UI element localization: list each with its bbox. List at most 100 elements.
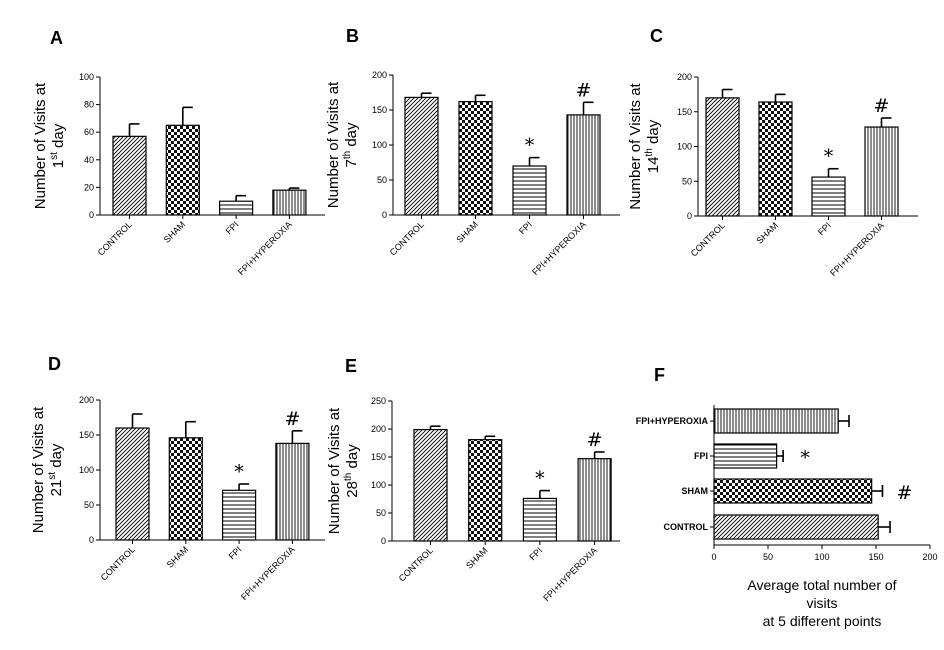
panel-B: B 0 50 100 150 200 Number of Visits at7th day C…: [325, 26, 620, 277]
x-axis-label: Average total number of: [747, 577, 896, 593]
panel-letter: B: [346, 26, 359, 46]
y-tick-label: 100: [677, 142, 692, 152]
x-tick-label: 150: [868, 552, 883, 562]
bar-fpi-hyperoxia: [864, 126, 899, 217]
category-label: FPI+HYPEROXIA: [636, 416, 709, 426]
y-tick-label: 200: [371, 424, 386, 434]
y-tick-label: 200: [79, 395, 94, 405]
category-label: CONTROL: [664, 522, 709, 532]
category-label: FPI: [527, 545, 544, 562]
x-tick-label: 200: [922, 552, 937, 562]
category-label: SHAM: [682, 486, 709, 496]
bar-fpi-hyperoxia: [272, 189, 307, 216]
bar-control: [112, 135, 147, 216]
category-label: CONTROL: [99, 544, 137, 582]
category-label: SHAM: [454, 219, 479, 244]
category-label: FPI+HYPEROXIA: [239, 544, 297, 602]
bar-sham: [468, 439, 503, 542]
y-tick-label: 150: [79, 430, 94, 440]
x-tick-label: 50: [763, 552, 773, 562]
category-label: FPI+HYPEROXIA: [236, 219, 294, 277]
panel-letter: C: [650, 26, 663, 46]
panel-letter: D: [48, 354, 61, 374]
y-tick-label: 250: [371, 396, 386, 406]
significance-marker: *: [800, 447, 810, 469]
bar-control: [404, 96, 439, 216]
panel-C: C 0 50 100 150 200 Number of Visits at14th day…: [627, 26, 918, 278]
bar-sham: [168, 437, 203, 541]
significance-marker: #: [587, 429, 603, 451]
significance-marker: *: [824, 146, 834, 168]
significance-marker: *: [525, 135, 535, 157]
bar-sham: [458, 100, 493, 216]
category-label: CONTROL: [388, 219, 426, 257]
y-tick-label: 0: [382, 210, 387, 220]
bar-control: [115, 427, 150, 541]
x-axis-label: at 5 different points: [763, 613, 882, 629]
category-label: FPI: [517, 219, 534, 236]
y-tick-label: 150: [371, 452, 386, 462]
y-tick-label: 200: [677, 72, 692, 82]
panel-letter: F: [654, 365, 665, 385]
bar-sham: [713, 478, 873, 504]
category-label: SHAM: [464, 545, 489, 570]
y-tick-label: 50: [84, 500, 94, 510]
bar-fpi: [713, 443, 778, 469]
y-tick-label: 100: [372, 140, 387, 150]
y-tick-label: 200: [372, 70, 387, 80]
bar-fpi-hyperoxia: [713, 408, 839, 434]
significance-marker: *: [234, 461, 244, 483]
bar-control: [413, 428, 448, 542]
y-tick-label: 0: [381, 536, 386, 546]
bar-fpi: [522, 497, 558, 542]
y-axis-label: Number of Visits at21st day: [30, 406, 65, 533]
bar-sham: [758, 101, 793, 217]
bar-fpi-hyperoxia: [577, 458, 612, 542]
y-axis-label: Number of Visits at7th day: [325, 81, 360, 208]
y-tick-label: 50: [682, 176, 692, 186]
bar-fpi-hyperoxia: [275, 442, 310, 541]
panel-F: F 0 50 100 150 200 FPI+HYPEROXIA FPI * SHAM # CONTR…: [636, 365, 938, 629]
category-label: SHAM: [162, 219, 187, 244]
category-label: FPI+HYPEROXIA: [530, 219, 588, 277]
y-axis-label: Number of Visits at28th day: [326, 407, 361, 534]
y-tick-label: 0: [89, 210, 94, 220]
bar-fpi: [512, 165, 547, 216]
y-tick-label: 0: [89, 535, 94, 545]
bar-control: [705, 97, 740, 217]
category-label: FPI: [227, 544, 244, 561]
category-label: SHAM: [754, 220, 779, 245]
y-tick-label: 100: [371, 480, 386, 490]
bar-fpi: [811, 176, 846, 217]
x-axis-label: visits: [806, 595, 837, 611]
x-tick-label: 100: [814, 552, 829, 562]
significance-marker: #: [576, 79, 592, 101]
significance-marker: *: [535, 468, 545, 490]
category-label: FPI+HYPEROXIA: [541, 545, 599, 603]
y-axis-label: Number of Visits at14th day: [627, 82, 662, 209]
category-label: CONTROL: [397, 545, 435, 583]
x-tick-label: 0: [711, 552, 716, 562]
bar-fpi: [222, 489, 257, 541]
panel-E: E 0 50 100 150 200 250 Number of Visits at28th …: [326, 356, 620, 603]
y-tick-label: 40: [84, 155, 94, 165]
panel-A: A 0 20 40 60 80 100 Number of Visits at1st day C…: [32, 28, 325, 277]
y-tick-label: 150: [372, 105, 387, 115]
y-tick-label: 80: [84, 100, 94, 110]
bar-sham: [165, 124, 200, 216]
panel-letter: A: [50, 28, 63, 48]
y-tick-label: 0: [687, 211, 692, 221]
category-label: FPI+HYPEROXIA: [828, 220, 886, 278]
category-label: SHAM: [165, 544, 190, 569]
category-label: FPI: [816, 220, 833, 237]
significance-marker: #: [284, 408, 300, 430]
category-label: FPI: [694, 451, 708, 461]
panel-letter: E: [345, 356, 357, 376]
category-label: CONTROL: [689, 220, 727, 258]
significance-marker: #: [897, 482, 913, 504]
y-tick-label: 60: [84, 127, 94, 137]
bar-control: [713, 514, 879, 540]
y-axis-label: Number of Visits at1st day: [32, 82, 67, 209]
bar-fpi-hyperoxia: [566, 114, 601, 216]
